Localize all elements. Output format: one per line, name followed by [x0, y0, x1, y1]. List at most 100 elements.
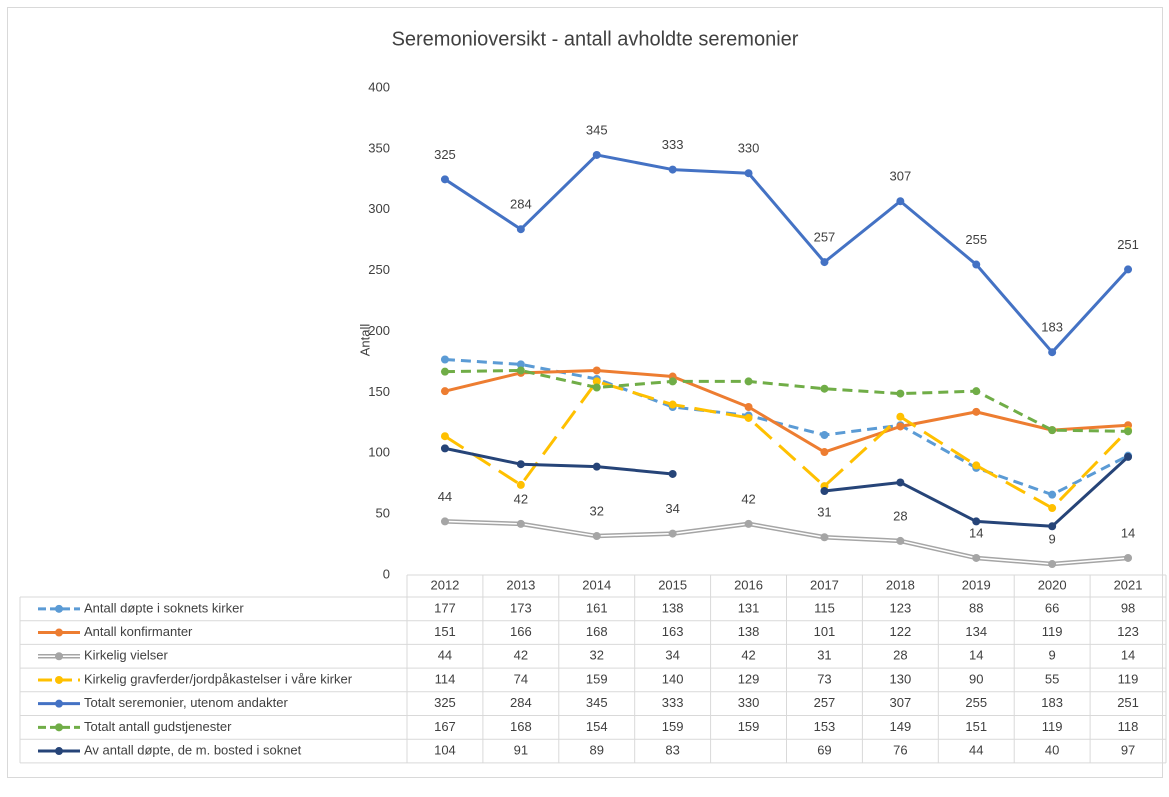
- legend-marker: [55, 723, 63, 732]
- legend-label: Antall døpte i soknets kirker: [84, 600, 244, 615]
- table-cell: 34: [665, 648, 679, 663]
- y-axis-title: Antall: [357, 324, 372, 357]
- legend-marker: [55, 699, 63, 708]
- table-cell: 55: [1045, 671, 1059, 686]
- table-cell: 42: [514, 648, 528, 663]
- point: [744, 169, 753, 178]
- point: [896, 478, 905, 487]
- point: [1124, 553, 1133, 562]
- y-tick-label: 300: [368, 201, 390, 216]
- point: [516, 480, 525, 489]
- table-cell: 98: [1121, 600, 1135, 615]
- point: [744, 402, 753, 411]
- point: [440, 432, 449, 441]
- legend-marker: [55, 652, 63, 661]
- point: [972, 260, 981, 269]
- point: [592, 532, 601, 541]
- point: [668, 400, 677, 409]
- point: [820, 486, 829, 495]
- table-cell: 14: [969, 648, 983, 663]
- table-cell: 73: [817, 671, 831, 686]
- y-tick-label: 200: [368, 323, 390, 338]
- series-line: [444, 379, 1130, 510]
- point: [1124, 427, 1133, 436]
- table-cell: 177: [434, 600, 456, 615]
- point: [516, 519, 525, 528]
- table-cell: 88: [969, 600, 983, 615]
- table-cell: 44: [969, 742, 983, 757]
- table-cell: 31: [817, 648, 831, 663]
- legend-marker: [55, 604, 63, 613]
- point: [592, 462, 601, 471]
- data-label: 183: [1041, 320, 1063, 335]
- y-tick-label: 400: [368, 79, 390, 94]
- table-cell: 131: [738, 600, 760, 615]
- x-tick-label: 2021: [1114, 577, 1143, 592]
- data-label: 32: [590, 503, 604, 518]
- point: [1048, 348, 1057, 357]
- point: [1124, 265, 1133, 274]
- legend-label: Kirkelig gravferder/jordpåkastelser i vå…: [84, 671, 353, 686]
- point: [1048, 560, 1057, 569]
- table-cell: 66: [1045, 600, 1059, 615]
- point: [516, 225, 525, 234]
- table-cell: 159: [662, 719, 684, 734]
- data-label: 44: [438, 489, 452, 504]
- table-cell: 101: [814, 624, 836, 639]
- table-cell: 115: [814, 600, 835, 615]
- table-cell: 161: [586, 600, 608, 615]
- table-cell: 14: [1121, 648, 1135, 663]
- point: [516, 366, 525, 375]
- point: [972, 461, 981, 470]
- legend-label: Antall konfirmanter: [84, 624, 193, 639]
- point: [668, 469, 677, 478]
- table-cell: 119: [1042, 624, 1063, 639]
- legend-label: Kirkelig vielser: [84, 648, 168, 663]
- point: [1048, 490, 1057, 499]
- table-cell: 151: [965, 719, 987, 734]
- table-cell: 159: [586, 671, 608, 686]
- series-line: [444, 153, 1130, 354]
- point: [896, 536, 905, 545]
- table-cell: 168: [510, 719, 532, 734]
- point: [668, 377, 677, 386]
- table-cell: 251: [1117, 695, 1139, 710]
- table-cell: 330: [738, 695, 760, 710]
- series-line-inner: [444, 520, 1129, 565]
- table-cell: 123: [889, 600, 911, 615]
- point: [592, 383, 601, 392]
- table-cell: 149: [889, 719, 911, 734]
- table-cell: 28: [893, 648, 907, 663]
- table-cell: 89: [590, 742, 604, 757]
- x-tick-label: 2018: [886, 577, 915, 592]
- table-cell: 44: [438, 648, 452, 663]
- legend-marker: [55, 628, 63, 637]
- data-label: 251: [1117, 237, 1139, 252]
- point: [972, 387, 981, 396]
- table-cell: 255: [965, 695, 987, 710]
- chart-border: [7, 7, 1163, 778]
- table-cell: 183: [1041, 695, 1063, 710]
- point: [972, 553, 981, 562]
- point: [1048, 504, 1057, 513]
- legend-label: Av antall døpte, de m. bosted i soknet: [84, 742, 302, 757]
- point: [896, 197, 905, 206]
- point: [440, 387, 449, 396]
- table-cell: 345: [586, 695, 608, 710]
- series-line: [444, 368, 1129, 454]
- point: [820, 384, 829, 393]
- point: [592, 150, 601, 159]
- table-cell: 76: [893, 742, 907, 757]
- table-cell: 32: [590, 648, 604, 663]
- table-cell: 91: [514, 742, 528, 757]
- x-tick-label: 2013: [506, 577, 535, 592]
- table-cell: 325: [434, 695, 456, 710]
- x-tick-label: 2019: [962, 577, 991, 592]
- table-cell: 168: [586, 624, 608, 639]
- point: [972, 517, 981, 526]
- point: [668, 529, 677, 538]
- series-line: [444, 368, 1129, 433]
- data-label: 325: [434, 147, 456, 162]
- data-label: 257: [814, 230, 836, 245]
